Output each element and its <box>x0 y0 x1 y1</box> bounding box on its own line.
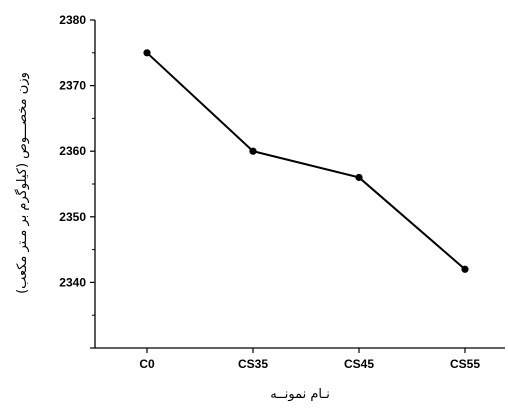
data-point <box>355 173 363 182</box>
series-line <box>146 52 466 271</box>
x-tick-label: CS55 <box>450 357 480 371</box>
y-tick-label: 2370 <box>59 79 86 93</box>
y-tick-label: 2380 <box>59 13 86 27</box>
x-axis-title: نـام نمونــه <box>270 387 330 402</box>
data-point <box>461 265 469 273</box>
data-point <box>249 147 257 155</box>
axes <box>94 20 505 349</box>
y-tick-label: 2350 <box>59 210 86 224</box>
x-tick-label: C0 <box>139 357 155 371</box>
y-tick-label: 2360 <box>59 144 86 158</box>
x-tick-label: CS45 <box>344 357 374 371</box>
y-axis-title: وزن مخصـــوص (کیلوگرم بر مـتر مکعب) <box>14 72 30 294</box>
y-tick-label: 2340 <box>59 275 86 289</box>
series <box>143 49 469 273</box>
x-tick-label: CS35 <box>238 357 268 371</box>
data-point <box>143 49 151 57</box>
ticks: 2340 2350 2360 2370 2380 C0 CS35 CS45 CS55 <box>59 13 480 371</box>
